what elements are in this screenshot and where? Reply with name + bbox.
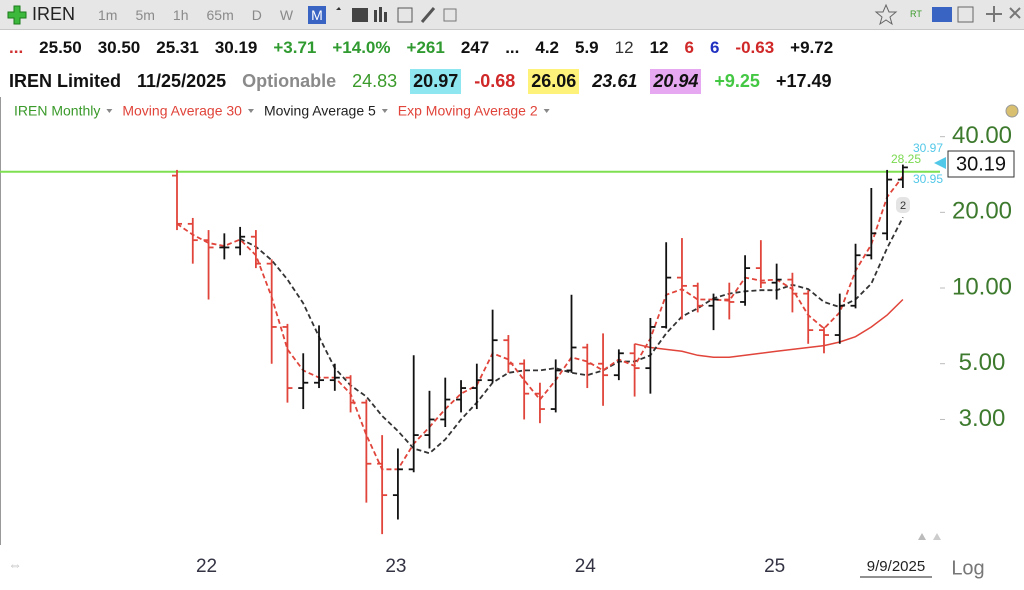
marker: 2 bbox=[900, 200, 906, 212]
quote-field: 25.31 bbox=[156, 38, 199, 57]
quote-field: -0.63 bbox=[735, 38, 775, 57]
quote-row-1: ... 25.50 30.50 25.31 30.19 +3.71 +14.0% +261 24… bbox=[6, 34, 846, 62]
quote-field: 30.19 bbox=[214, 38, 258, 57]
last-price-box bbox=[947, 150, 1015, 178]
legend-entry[interactable]: Exp Moving Average 2 bbox=[398, 103, 538, 119]
interval-button[interactable]: 65m bbox=[206, 6, 234, 23]
legend-entry[interactable]: Moving Average 30 bbox=[122, 103, 242, 119]
quote-field: +9.25 bbox=[714, 70, 760, 91]
dropdown[interactable] bbox=[335, 6, 341, 10]
last-price: 30.19 bbox=[956, 153, 1006, 175]
quote-row-2: IREN Limited 11/25/2025 Optionable 24.83 20.… bbox=[6, 66, 845, 96]
price-label: 28.25 bbox=[891, 152, 921, 166]
text-tool[interactable] bbox=[351, 7, 368, 22]
quote-field: 247 bbox=[460, 38, 490, 57]
interval-group: 1m 5m 1h 65m D W M bbox=[89, 5, 332, 24]
quote-field: IREN Limited bbox=[9, 70, 122, 91]
marker-box bbox=[896, 197, 910, 213]
y-tick-label: 20.00 bbox=[952, 198, 1012, 225]
y-tick-label: 5.00 bbox=[959, 349, 1006, 376]
quote-field: 20.97 bbox=[410, 68, 462, 94]
scroll-up[interactable] bbox=[918, 533, 926, 540]
quote-field: +14.0% bbox=[332, 38, 391, 57]
quote-field: Optionable bbox=[242, 70, 337, 91]
quote-field: ... bbox=[505, 38, 520, 57]
y-tick-label: 40.00 bbox=[952, 122, 1012, 149]
interval-button[interactable]: 1h bbox=[172, 6, 189, 23]
legend-dropdown bbox=[106, 109, 113, 113]
scroll-up-2[interactable] bbox=[933, 533, 941, 540]
legend-dropdown bbox=[247, 109, 254, 113]
legend-entry[interactable]: IREN Monthly bbox=[14, 103, 100, 119]
x-tick-label: 24 bbox=[575, 556, 597, 577]
color-wheel-icon[interactable] bbox=[1005, 104, 1019, 118]
date-label: 9/9/2025 bbox=[867, 558, 925, 575]
rt-icon[interactable]: RT bbox=[910, 9, 922, 19]
quote-field: 12 bbox=[614, 38, 634, 57]
interval-button[interactable]: W bbox=[279, 6, 294, 23]
price-label: 30.97 bbox=[913, 141, 943, 155]
symbol[interactable]: IREN bbox=[32, 4, 76, 24]
close-icon[interactable] bbox=[1009, 6, 1021, 19]
quote-field: 5.9 bbox=[575, 38, 599, 57]
add-icon[interactable] bbox=[6, 4, 28, 26]
quote-field: +3.71 bbox=[273, 38, 317, 57]
quote-field: 11/25/2025 bbox=[137, 70, 227, 91]
scroll-arrows[interactable]: ⇔ bbox=[8, 557, 22, 573]
interval-button[interactable]: D bbox=[251, 6, 262, 23]
quote-field: 6 bbox=[709, 38, 720, 57]
save-icon[interactable] bbox=[957, 6, 974, 22]
quote-field: +17.49 bbox=[775, 70, 832, 91]
draw-tool[interactable] bbox=[420, 6, 435, 23]
y-tick-label: 3.00 bbox=[959, 405, 1006, 432]
quote-field: 12 bbox=[649, 38, 669, 57]
quote-field: 4.2 bbox=[535, 38, 559, 57]
y-tick-label: 10.00 bbox=[952, 273, 1012, 300]
quote-field: ... bbox=[9, 38, 24, 57]
quote-field: 24.83 bbox=[352, 70, 398, 91]
x-tick-label: 22 bbox=[196, 556, 217, 577]
quote-field: 26.06 bbox=[528, 68, 580, 94]
legend-entry[interactable]: Moving Average 5 bbox=[264, 103, 376, 119]
note-tool[interactable] bbox=[443, 8, 457, 21]
star[interactable] bbox=[874, 3, 898, 25]
interval-button[interactable]: 5m bbox=[135, 6, 155, 23]
quote-field: 25.50 bbox=[39, 38, 82, 57]
x-tick-label: 25 bbox=[764, 556, 785, 577]
x-tick-label: 23 bbox=[385, 556, 406, 577]
toolbar: IREN 1m 5m 1h 65m D W M RT bbox=[0, 0, 1024, 30]
right-icons: RT bbox=[874, 3, 1021, 25]
log-button[interactable]: Log bbox=[951, 557, 984, 579]
quote-field: 6 bbox=[684, 38, 694, 57]
quote-field: +9.72 bbox=[790, 38, 834, 57]
legend-dropdown bbox=[543, 109, 550, 113]
move-icon[interactable] bbox=[986, 5, 1002, 22]
interval-button[interactable]: M bbox=[308, 5, 326, 24]
grid-tool[interactable] bbox=[397, 7, 413, 22]
quote-field: +261 bbox=[406, 38, 445, 57]
s-icon[interactable] bbox=[932, 6, 952, 22]
moving-average-line bbox=[634, 298, 904, 359]
interval-button[interactable]: 1m bbox=[98, 6, 118, 23]
quote-field: 30.50 bbox=[97, 38, 141, 57]
tool-icons bbox=[335, 6, 457, 23]
last-price-arrow bbox=[934, 157, 946, 169]
quote-field: 20.94 bbox=[650, 68, 702, 94]
price-label: 30.95 bbox=[913, 172, 943, 186]
quote-field: -0.68 bbox=[474, 70, 516, 91]
legend-dropdown bbox=[381, 109, 388, 113]
moving-average-line bbox=[176, 175, 904, 471]
quote-field: 23.61 bbox=[592, 70, 638, 91]
